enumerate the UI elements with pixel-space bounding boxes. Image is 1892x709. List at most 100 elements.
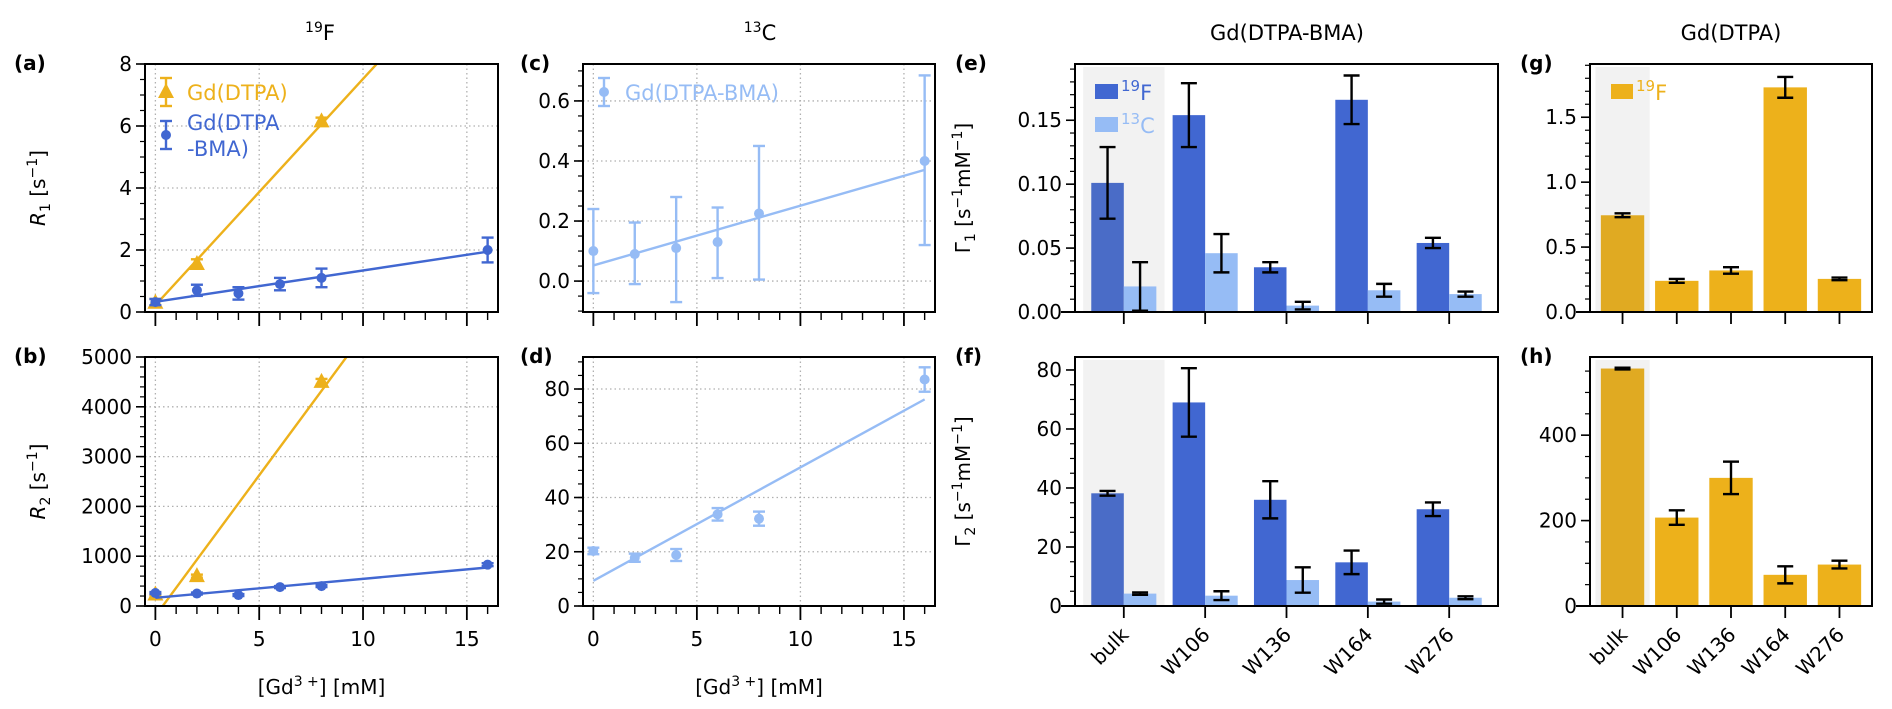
data-point-circle	[316, 272, 327, 283]
ylabel-sub: 1	[963, 233, 979, 242]
bar-w136	[1709, 477, 1753, 606]
bar-w164	[1763, 87, 1807, 312]
bar-w276	[1449, 294, 1482, 312]
legend-label: Gd(DTPA	[187, 111, 280, 135]
data-point-circle	[671, 243, 682, 254]
y-tick-label: 0.15	[1017, 108, 1062, 132]
bar-w276	[1817, 278, 1862, 312]
ylabel-unit-sup2: −1	[950, 131, 966, 152]
x-tick-label: 10	[788, 627, 813, 651]
bar-w164	[1335, 99, 1368, 312]
bar-w136	[1253, 267, 1287, 312]
y-tick-label: 0	[557, 594, 570, 618]
y-tick-label: 3000	[81, 445, 132, 469]
ylabel-unit-mid: mM	[951, 445, 975, 482]
x-tick-label-w136: W136	[1238, 623, 1296, 681]
col1-base: F	[323, 21, 335, 45]
ylabel-sub: 1	[38, 203, 54, 212]
y-tick-label: 20	[1037, 535, 1062, 559]
series-1	[149, 236, 494, 308]
x-axis-label: [Gd3 +] [mM]	[695, 674, 823, 699]
ylabel-unit: [s	[951, 209, 975, 234]
data-point-circle	[274, 279, 285, 290]
panel-label: (a)	[14, 51, 46, 75]
legend-label: 19F	[1636, 77, 1667, 105]
xlabel-pre: [Gd	[695, 675, 731, 699]
legend-sup: 19	[1636, 77, 1655, 95]
ylabel-symbol: Γ	[951, 241, 975, 253]
ylabel-symbol: Γ	[951, 535, 975, 547]
y-tick-label: 0.10	[1017, 172, 1062, 196]
legend-item: 19F	[1095, 77, 1152, 105]
y-tick-label: 5000	[81, 345, 132, 369]
bar-series-0	[1091, 74, 1450, 312]
y-tick-label: 1000	[81, 544, 132, 568]
y-tick-label: 60	[545, 431, 570, 455]
x-tick-label: 15	[891, 627, 916, 651]
ylabel-unit-close: ]	[26, 150, 50, 158]
bar-series-1	[1123, 232, 1482, 312]
legend-base: F	[1655, 81, 1667, 105]
x-axis-label: [Gd3 +] [mM]	[258, 674, 386, 699]
bar-w276	[1416, 509, 1450, 606]
panel-label: (g)	[1520, 51, 1553, 75]
y-tick-label: 80	[1037, 358, 1062, 382]
legend-label: -BMA)	[187, 137, 249, 161]
bar-series-1	[1123, 566, 1482, 606]
panel-b: 0 5 10 15 [Gd3 +] [mM] 0 1000 2000 3000 4000 5000 R…	[14, 344, 499, 699]
ylabel-unit-sup: −1	[950, 188, 966, 209]
bar-w276	[1416, 242, 1450, 312]
data-point-circle	[191, 285, 202, 296]
ylabel-unit-sup: −1	[950, 481, 966, 502]
legend-item: Gd(DTPA-BMA)	[598, 76, 779, 108]
data-point-circle	[588, 545, 599, 556]
ylabel-unit: [s	[26, 472, 50, 497]
y-tick-label: 20	[545, 540, 570, 564]
panel-d: 0 5 10 15 [Gd3 +] [mM] 0 20 40 60 80 (d)	[520, 344, 936, 699]
legend-swatch	[1095, 84, 1118, 99]
data-point-triangle	[313, 372, 330, 388]
y-tick-label: 1.5	[1545, 105, 1577, 129]
data-point-circle	[316, 581, 327, 592]
y-tick-label: 2	[119, 238, 132, 262]
xlabel-post: ] [mM]	[319, 675, 386, 699]
legend-base: C	[1140, 114, 1155, 138]
bar-bulk	[1123, 593, 1157, 606]
ylabel-unit-sup2: −1	[950, 424, 966, 445]
bar-w106	[1655, 280, 1699, 312]
series-0	[587, 366, 931, 582]
panel-g: 0.0 0.5 1.0 1.5 (g) 19F	[1520, 51, 1873, 324]
data-point-triangle	[313, 112, 330, 128]
col1-sup: 19	[305, 20, 323, 36]
fit-line	[161, 357, 348, 606]
y-tick-label: 40	[545, 486, 570, 510]
bar-w164	[1367, 290, 1401, 312]
ylabel-sub: 2	[963, 527, 979, 536]
axes-frame	[582, 356, 936, 607]
y-axis-label: R2 [s−1]	[25, 444, 54, 520]
y-tick-label: 200	[1539, 509, 1577, 533]
data-point-circle	[919, 374, 930, 385]
xlabel-sup: 3 +	[294, 674, 319, 690]
data-point-circle	[629, 249, 640, 260]
y-tick-label: 0.6	[538, 89, 570, 113]
ylabel-unit-sup: −1	[25, 451, 41, 472]
fit-line	[592, 398, 926, 582]
y-axis-label: Γ1 [s−1mM−1]	[950, 123, 979, 254]
series-1	[149, 559, 494, 601]
panel-c: 0.0 0.2 0.4 0.6 (c) Gd(DTPA-BMA)	[520, 51, 936, 326]
x-tick-label-bulk: bulk	[1585, 622, 1632, 669]
panel-label: (d)	[520, 344, 553, 368]
y-axis-label: Γ2 [s−1mM−1]	[950, 416, 979, 547]
panel-label: (b)	[14, 344, 47, 368]
data-point-circle	[671, 550, 682, 561]
y-tick-label: 0.05	[1017, 236, 1062, 260]
y-tick-label: 2000	[81, 494, 132, 518]
bar-series-0	[1600, 75, 1862, 312]
y-tick-label: 6	[119, 114, 132, 138]
data-point-circle	[588, 246, 599, 257]
bar-w136	[1709, 270, 1753, 312]
legend-base: F	[1140, 81, 1152, 105]
